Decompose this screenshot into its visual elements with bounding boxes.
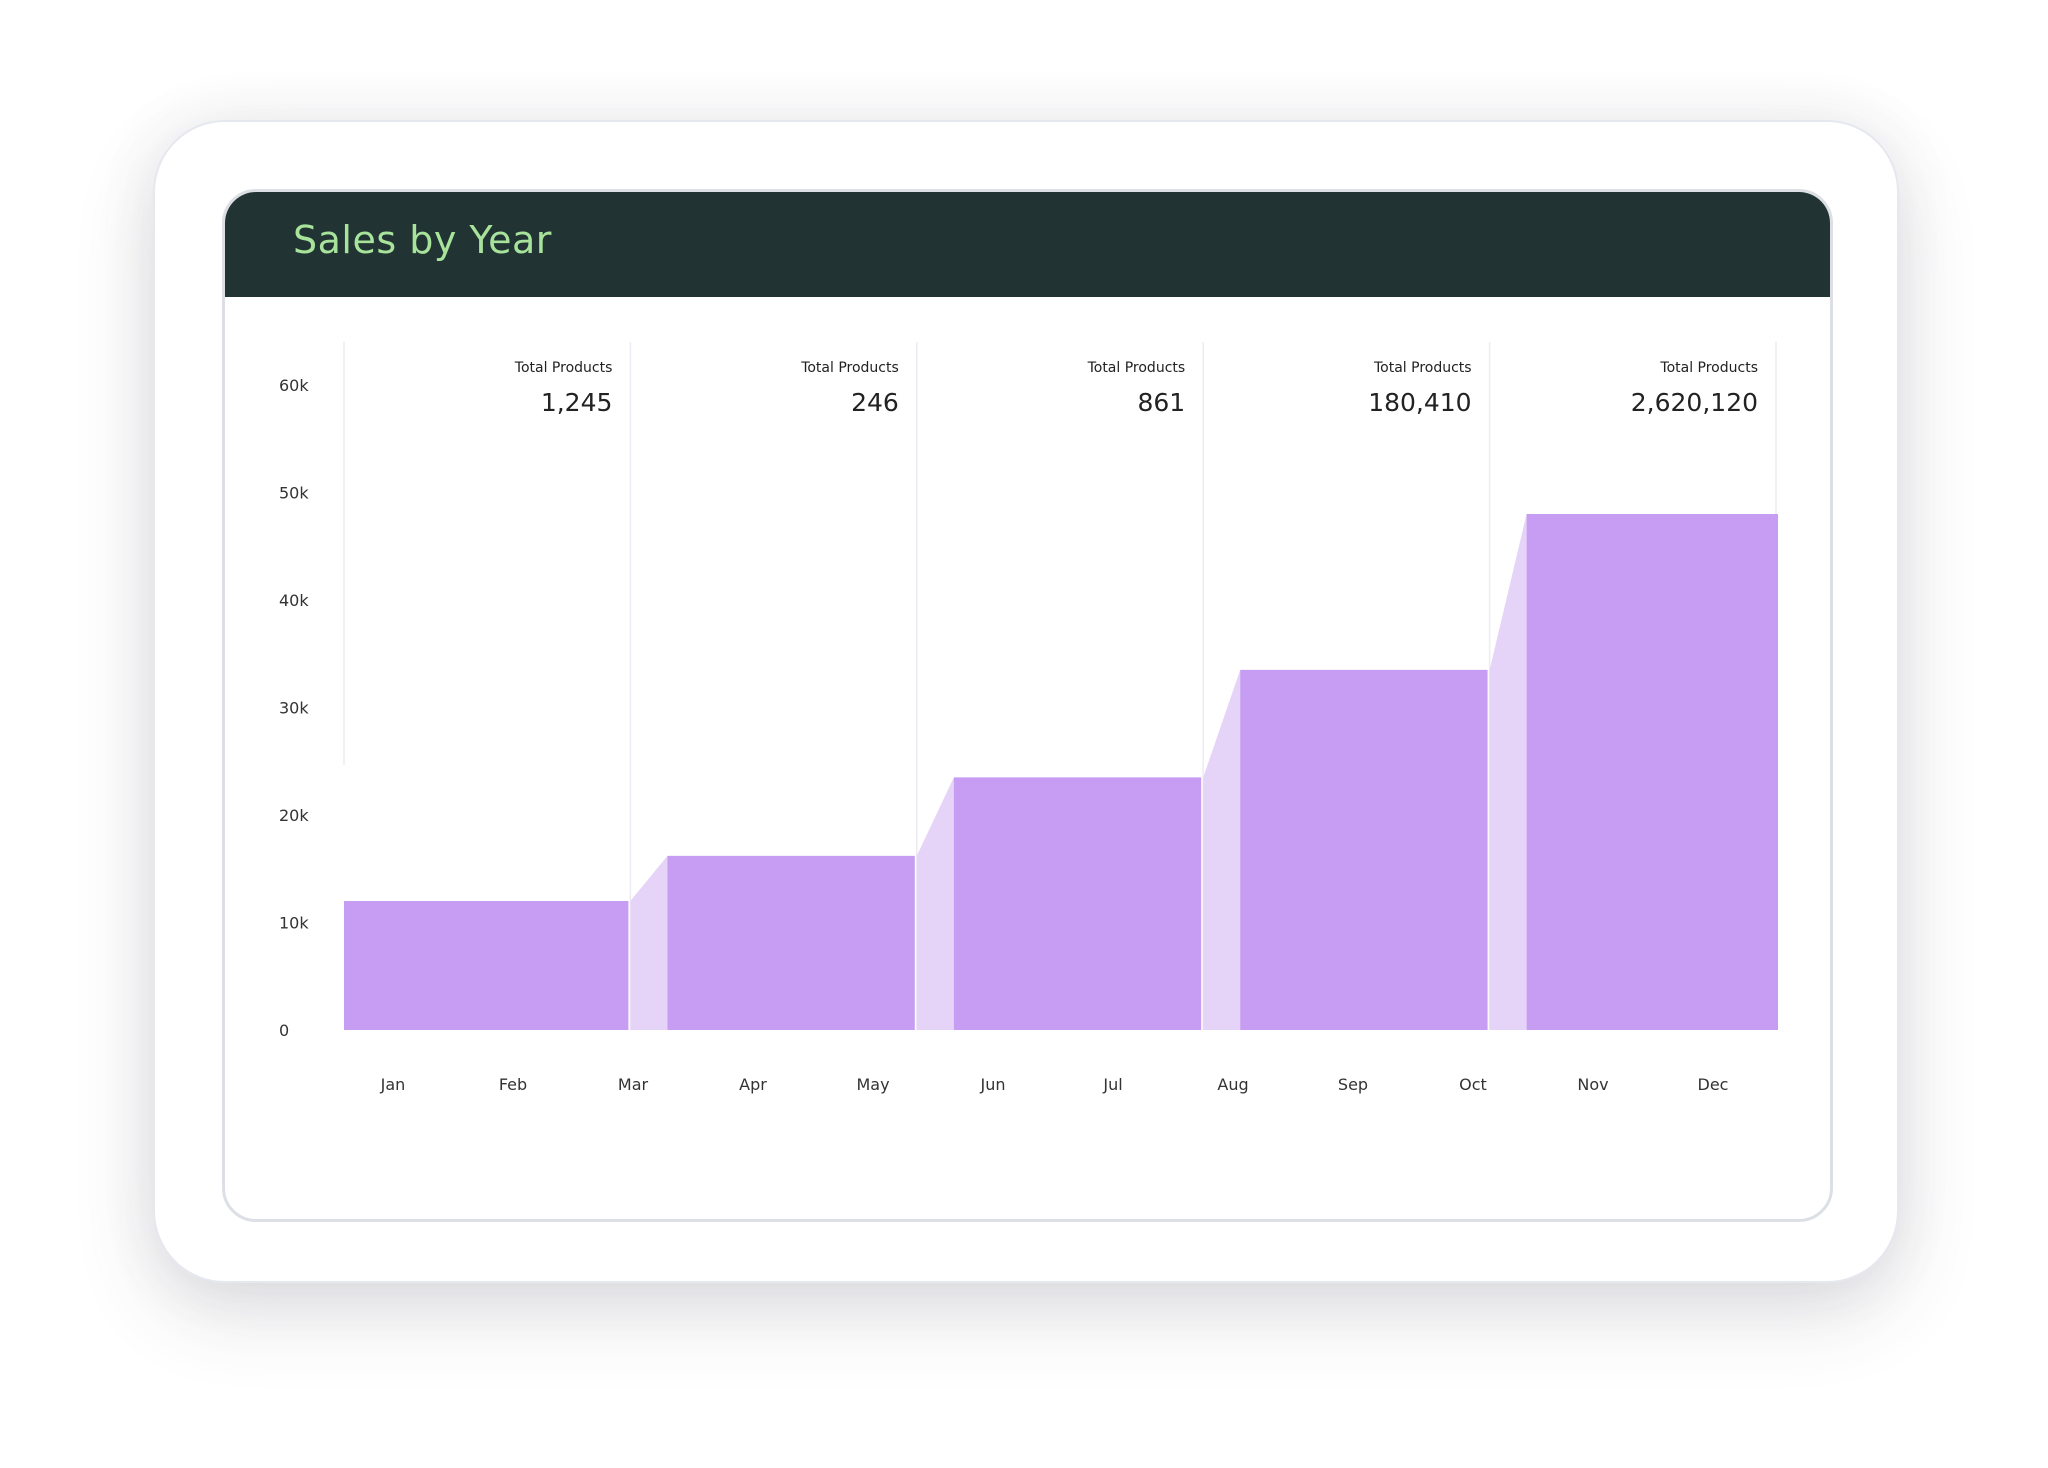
total-products-label: Total Products (1087, 360, 1186, 376)
bar (344, 901, 629, 1030)
bar (1240, 669, 1488, 1030)
y-tick-label: 40k (279, 591, 309, 610)
x-tick-label: Oct (1459, 1075, 1487, 1094)
y-tick-label: 50k (279, 484, 309, 503)
x-tick-label: Aug (1217, 1075, 1248, 1094)
x-tick-label: May (856, 1075, 889, 1094)
total-products-value: 246 (851, 388, 899, 417)
bar-connector (1489, 514, 1527, 1030)
chart-card: Sales by Year (222, 189, 1833, 1222)
y-tick-label: 10k (279, 914, 309, 933)
total-products-label: Total Products (514, 360, 613, 376)
y-tick-label: 60k (279, 376, 309, 395)
bar (667, 855, 915, 1030)
total-products-label: Total Products (800, 360, 899, 376)
total-products-value: 1,245 (541, 388, 613, 417)
total-products-label: Total Products (1373, 360, 1472, 376)
x-tick-label: Apr (739, 1075, 767, 1094)
bar-connector (630, 855, 668, 1030)
total-products-value: 861 (1137, 388, 1185, 417)
x-tick-label: Jun (980, 1075, 1006, 1094)
card-header: Sales by Year (225, 192, 1830, 297)
x-tick-label: Jan (380, 1075, 406, 1094)
x-tick-label: Feb (499, 1075, 527, 1094)
x-tick-label: Sep (1338, 1075, 1368, 1094)
x-tick-label: Dec (1698, 1075, 1729, 1094)
bar (1526, 514, 1778, 1030)
x-tick-label: Jul (1102, 1075, 1122, 1094)
bar (953, 777, 1202, 1030)
y-tick-label: 20k (279, 806, 309, 825)
total-products-label: Total Products (1659, 360, 1758, 376)
y-tick-label: 30k (279, 699, 309, 718)
y-tick-label: 0 (279, 1021, 289, 1040)
chart-title: Sales by Year (293, 218, 552, 262)
total-products-value: 2,620,120 (1631, 388, 1758, 417)
x-tick-label: Nov (1577, 1075, 1608, 1094)
bar-connector (916, 777, 954, 1030)
bar-connector (1203, 669, 1241, 1030)
total-products-value: 180,410 (1368, 388, 1471, 417)
x-tick-label: Mar (618, 1075, 649, 1094)
